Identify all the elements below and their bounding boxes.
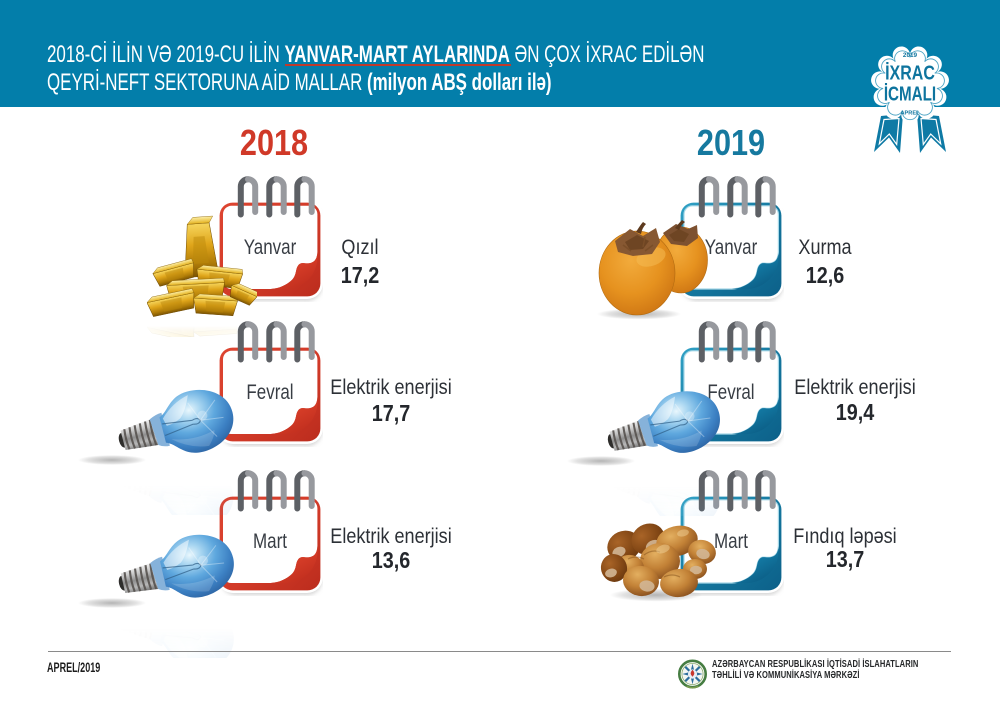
- svg-text:Mart: Mart: [714, 529, 748, 553]
- svg-text:Yanvar: Yanvar: [705, 235, 758, 259]
- svg-text:İXRAC: İXRAC: [885, 62, 935, 84]
- svg-text:Yanvar: Yanvar: [244, 235, 297, 259]
- svg-text:Fevral: Fevral: [246, 380, 293, 404]
- svg-text:Fevral: Fevral: [707, 380, 754, 404]
- svg-text:İCMALI: İCMALI: [884, 83, 936, 106]
- svg-text:2019: 2019: [903, 52, 918, 59]
- svg-text:Mart: Mart: [253, 529, 287, 553]
- svg-text:APREL: APREL: [901, 111, 921, 117]
